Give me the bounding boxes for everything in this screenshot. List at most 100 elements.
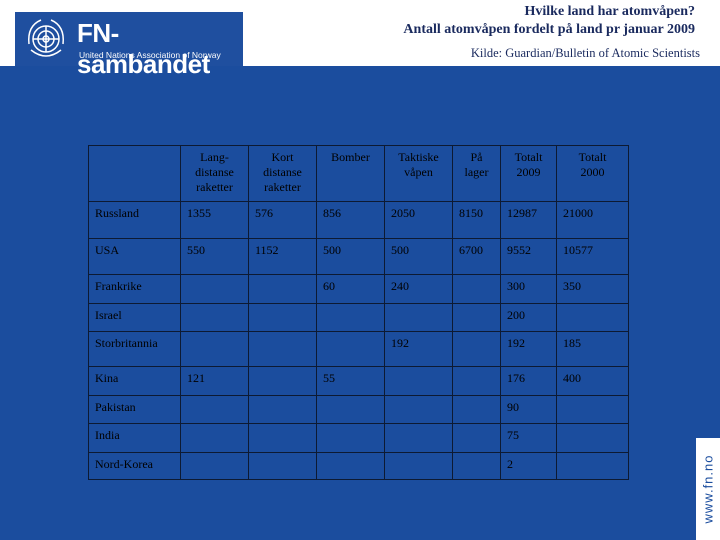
cell: 90 (500, 395, 557, 424)
cell: 21000 (556, 201, 629, 239)
cell: 75 (500, 423, 557, 453)
cell (180, 395, 249, 424)
row-label: Kina (88, 366, 181, 396)
cell: 185 (556, 331, 629, 367)
data-table: Lang- distanse raketter Kort distanse rak… (88, 145, 629, 480)
title: Antall atomvåpen fordelt på land pr janu… (403, 22, 695, 37)
un-emblem (28, 19, 64, 57)
cell: 2050 (384, 201, 453, 239)
cell (180, 452, 249, 480)
cell: 8150 (452, 201, 501, 239)
cell (316, 423, 385, 453)
cell (180, 274, 249, 304)
cell: 550 (180, 238, 249, 275)
header-cell (88, 145, 181, 202)
cell (452, 452, 501, 480)
row: Storbritannia 192 192 185 (88, 331, 629, 367)
cell: 60 (316, 274, 385, 304)
cell (452, 395, 501, 424)
row-label: Russland (88, 201, 181, 239)
row: USA 550 1152 500 500 6700 9552 10577 (88, 238, 629, 275)
cell (248, 395, 317, 424)
cell (316, 303, 385, 332)
cell: 500 (384, 238, 453, 275)
cell: 55 (316, 366, 385, 396)
row-label: Pakistan (88, 395, 181, 424)
cell: 200 (500, 303, 557, 332)
header-cell: Bomber (316, 145, 385, 202)
row-label: Storbritannia (88, 331, 181, 367)
cell (316, 395, 385, 424)
cell (384, 452, 453, 480)
logo: FN-sambandet United Nations Association … (15, 12, 243, 79)
website: www.fn.no (700, 454, 716, 524)
row-label: Nord-Korea (88, 452, 181, 480)
header-cell: Totalt 2009 (500, 145, 557, 202)
cell (248, 452, 317, 480)
cell: 300 (500, 274, 557, 304)
cell: 350 (556, 274, 629, 304)
cell: 6700 (452, 238, 501, 275)
cell (556, 452, 629, 480)
cell (556, 395, 629, 424)
cell: 10577 (556, 238, 629, 275)
source: Kilde: Guardian/Bulletin of Atomic Scien… (470, 46, 700, 60)
row-label: Israel (88, 303, 181, 332)
cell: 856 (316, 201, 385, 239)
cell (452, 423, 501, 453)
cell: 192 (500, 331, 557, 367)
cell: 500 (316, 238, 385, 275)
cell (180, 423, 249, 453)
header-cell: Taktiske våpen (384, 145, 453, 202)
cell: 121 (180, 366, 249, 396)
cell: 176 (500, 366, 557, 396)
cell (384, 303, 453, 332)
row: Pakistan 90 (88, 395, 629, 424)
cell (248, 366, 317, 396)
cell (248, 331, 317, 367)
row-label: India (88, 423, 181, 453)
cell (180, 303, 249, 332)
cell (452, 331, 501, 367)
row: Israel 200 (88, 303, 629, 332)
row: Russland 1355 576 856 2050 8150 12987 21000 (88, 201, 629, 239)
logo-subtitle: United Nations Association of Norway (79, 50, 221, 60)
cell: 9552 (500, 238, 557, 275)
header-cell: På lager (452, 145, 501, 202)
cell: 192 (384, 331, 453, 367)
header: FN-sambandet United Nations Association … (0, 0, 720, 79)
cell (452, 303, 501, 332)
cell (248, 303, 317, 332)
cell (556, 303, 629, 332)
cell: 12987 (500, 201, 557, 239)
cell: 400 (556, 366, 629, 396)
row-label: Frankrike (88, 274, 181, 304)
cell (384, 366, 453, 396)
cell (452, 366, 501, 396)
row-label: USA (88, 238, 181, 275)
cell (248, 274, 317, 304)
cell (384, 395, 453, 424)
row: Frankrike 60 240 300 350 (88, 274, 629, 304)
header-cell: Kort distanse raketter (248, 145, 317, 202)
cell: 1152 (248, 238, 317, 275)
row: Nord-Korea 2 (88, 452, 629, 480)
cell (248, 423, 317, 453)
cell (316, 452, 385, 480)
cell (556, 423, 629, 453)
header-row: Lang- distanse raketter Kort distanse rak… (88, 145, 629, 202)
title: Hvilke land har atomvåpen? (524, 4, 696, 19)
cell: 1355 (180, 201, 249, 239)
cell (384, 423, 453, 453)
cell (452, 274, 501, 304)
cell: 2 (500, 452, 557, 480)
header-cell: Lang- distanse raketter (180, 145, 249, 202)
cell (316, 331, 385, 367)
logo-name: FN-sambandet (77, 18, 210, 79)
side-strip: www.fn.no (696, 438, 720, 540)
row: India 75 (88, 423, 629, 453)
cell: 240 (384, 274, 453, 304)
header-cell: Totalt 2000 (556, 145, 629, 202)
row: Kina 121 55 176 400 (88, 366, 629, 396)
